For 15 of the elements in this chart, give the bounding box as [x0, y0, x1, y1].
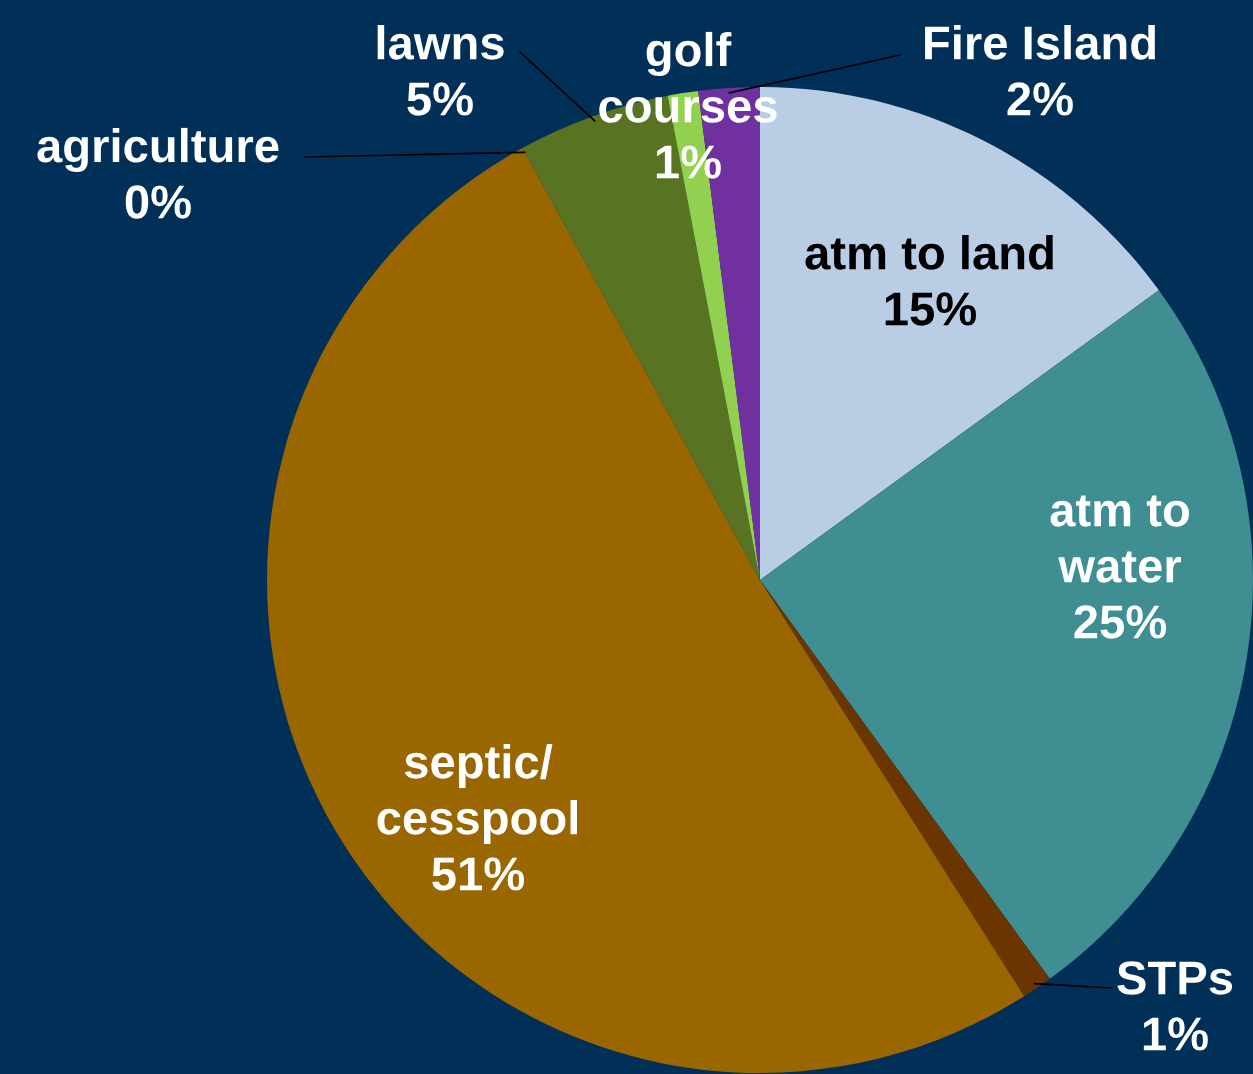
slice-label: lawns	[377, 24, 504, 60]
data-label: 1%	[656, 145, 721, 179]
text: 0%	[125, 185, 191, 219]
data-label: 1%	[1143, 1017, 1208, 1051]
slice-label: Fire Island	[925, 24, 1155, 60]
data-label: 51%	[432, 857, 525, 891]
data-label: 5%	[407, 82, 473, 116]
data-label: 15%	[885, 292, 977, 326]
slice-label: atm to water	[1050, 495, 1189, 583]
slice-label: atm to land	[805, 234, 1053, 270]
data-label: 25%	[1074, 605, 1167, 639]
slice-label: septic/ cesspool	[377, 743, 578, 845]
legend-label: agriculture	[37, 127, 279, 173]
slice-label: STPs	[1117, 961, 1233, 995]
data-label: 2%	[1007, 82, 1073, 116]
